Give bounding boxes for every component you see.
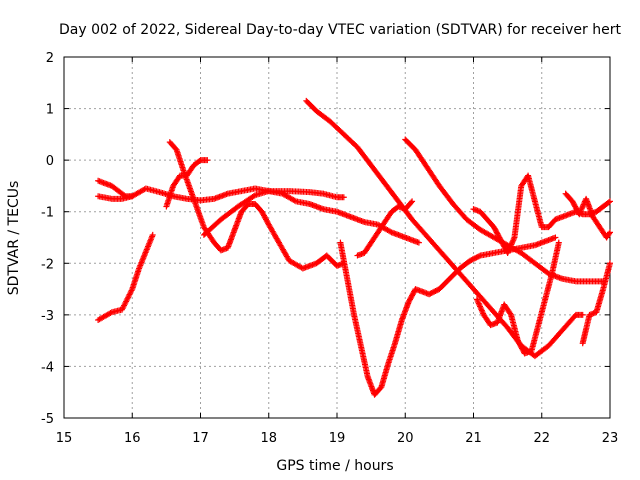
x-tick-label: 21 bbox=[465, 431, 482, 446]
data-point bbox=[123, 297, 130, 304]
data-point bbox=[555, 239, 562, 246]
data-point bbox=[122, 299, 129, 306]
data-point bbox=[579, 311, 586, 318]
data-points bbox=[95, 97, 613, 398]
x-tick-label: 17 bbox=[192, 431, 209, 446]
series-track-j bbox=[402, 136, 607, 285]
data-point bbox=[387, 228, 394, 235]
data-point bbox=[291, 197, 298, 204]
data-point bbox=[507, 310, 514, 317]
data-point bbox=[123, 298, 130, 305]
series-track-i bbox=[354, 198, 416, 259]
y-tick-label: -2 bbox=[41, 257, 54, 272]
data-point bbox=[607, 198, 613, 205]
x-tick-label: 15 bbox=[56, 431, 73, 446]
data-point bbox=[606, 230, 613, 237]
data-point bbox=[149, 231, 156, 238]
x-tick-label: 20 bbox=[397, 431, 414, 446]
series-track-n bbox=[579, 260, 613, 347]
grid bbox=[64, 57, 610, 418]
data-point bbox=[124, 295, 131, 302]
axis-ticks: 15 16 17 18 19 20 21 22 23 -5 -4 -3 -2 -1 0 1 2 bbox=[41, 51, 618, 446]
data-point bbox=[126, 291, 133, 298]
data-point bbox=[128, 287, 135, 294]
data-point bbox=[605, 199, 612, 206]
data-point bbox=[204, 157, 211, 164]
y-tick-label: -5 bbox=[41, 412, 54, 427]
data-point bbox=[340, 194, 347, 201]
series-track-c bbox=[95, 177, 136, 200]
x-tick-label: 22 bbox=[533, 431, 550, 446]
series-track-d bbox=[163, 157, 211, 210]
data-point bbox=[409, 198, 416, 205]
x-tick-label: 19 bbox=[329, 431, 346, 446]
data-point bbox=[107, 310, 114, 317]
data-point bbox=[121, 192, 128, 199]
series-track-h bbox=[337, 234, 559, 398]
series-track-f bbox=[200, 188, 347, 238]
y-tick-label: -1 bbox=[41, 206, 54, 221]
y-axis-label: SDTVAR / TECUs bbox=[6, 181, 22, 296]
chart-title: Day 002 of 2022, Sidereal Day-to-day VTE… bbox=[59, 22, 621, 38]
data-point bbox=[415, 239, 422, 246]
y-tick-label: -3 bbox=[41, 309, 54, 324]
data-point bbox=[119, 305, 126, 312]
data-point bbox=[121, 302, 128, 309]
data-point bbox=[125, 292, 132, 299]
x-tick-label: 18 bbox=[260, 431, 277, 446]
y-tick-label: -4 bbox=[41, 360, 54, 375]
data-point bbox=[607, 260, 613, 267]
data-point bbox=[129, 193, 136, 200]
series-track-a bbox=[95, 231, 156, 324]
data-point bbox=[250, 193, 257, 200]
data-point bbox=[552, 234, 559, 241]
data-point bbox=[476, 253, 483, 260]
series-track-m bbox=[562, 190, 613, 241]
data-point bbox=[127, 290, 134, 297]
y-tick-label: 1 bbox=[46, 103, 54, 118]
x-tick-label: 16 bbox=[124, 431, 141, 446]
data-point bbox=[120, 303, 127, 310]
data-point bbox=[408, 199, 415, 206]
data-point bbox=[125, 294, 132, 301]
x-tick-label: 23 bbox=[602, 431, 619, 446]
y-tick-label: 2 bbox=[46, 51, 54, 66]
series-track-l bbox=[473, 239, 562, 357]
y-tick-label: 0 bbox=[46, 154, 54, 169]
data-point bbox=[119, 306, 126, 313]
x-axis-label: GPS time / hours bbox=[276, 458, 393, 474]
data-point bbox=[607, 229, 613, 236]
data-point bbox=[127, 288, 134, 295]
series-track-g bbox=[303, 97, 586, 360]
data-point bbox=[121, 301, 128, 308]
